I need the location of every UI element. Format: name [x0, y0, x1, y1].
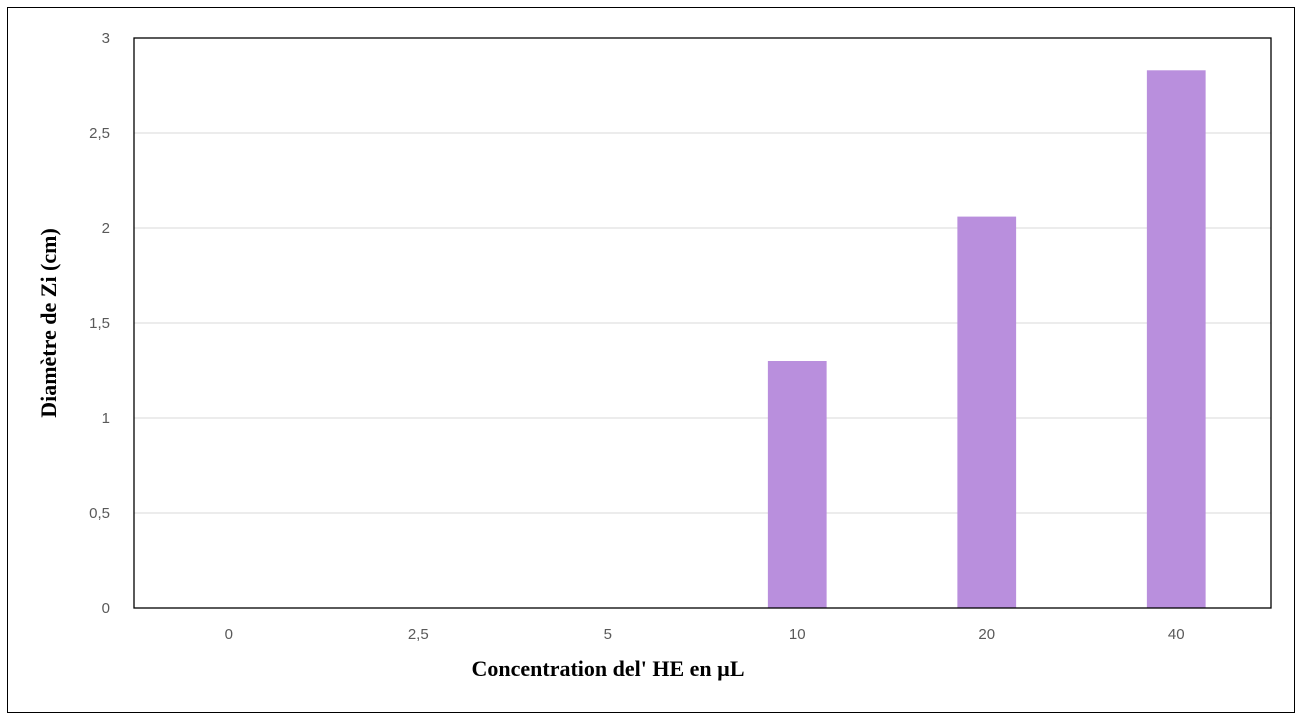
x-tick-label: 20 — [978, 626, 995, 643]
y-tick-label: 3 — [102, 30, 110, 47]
bar-10 — [767, 361, 827, 608]
y-tick-label: 0,5 — [89, 505, 110, 522]
x-tick-labels: 0 2,5 5 10 20 40 — [225, 626, 1185, 643]
y-tick-label: 2 — [102, 220, 110, 237]
x-tick-label: 5 — [604, 626, 612, 643]
gridlines — [134, 37, 1271, 514]
bar-20 — [957, 216, 1017, 608]
bar-40 — [1146, 70, 1206, 609]
y-tick-labels: 0 0,5 1 1,5 2 2,5 3 — [89, 30, 110, 617]
x-axis-title: Concentration del' HE en µL — [471, 656, 744, 681]
x-tick-label: 2,5 — [408, 626, 429, 643]
x-tick-label: 0 — [225, 626, 233, 643]
chart-frame — [7, 7, 1295, 713]
y-tick-label: 1 — [102, 410, 110, 427]
bars — [767, 70, 1206, 609]
y-tick-label: 2,5 — [89, 125, 110, 142]
x-tick-label: 40 — [1168, 626, 1185, 643]
plot-area-border — [133, 37, 1272, 609]
y-axis-title: Diamètre de Zi (cm) — [36, 228, 61, 418]
x-tick-label: 10 — [789, 626, 806, 643]
y-tick-label: 0 — [102, 600, 110, 617]
y-tick-label: 1,5 — [89, 315, 110, 332]
